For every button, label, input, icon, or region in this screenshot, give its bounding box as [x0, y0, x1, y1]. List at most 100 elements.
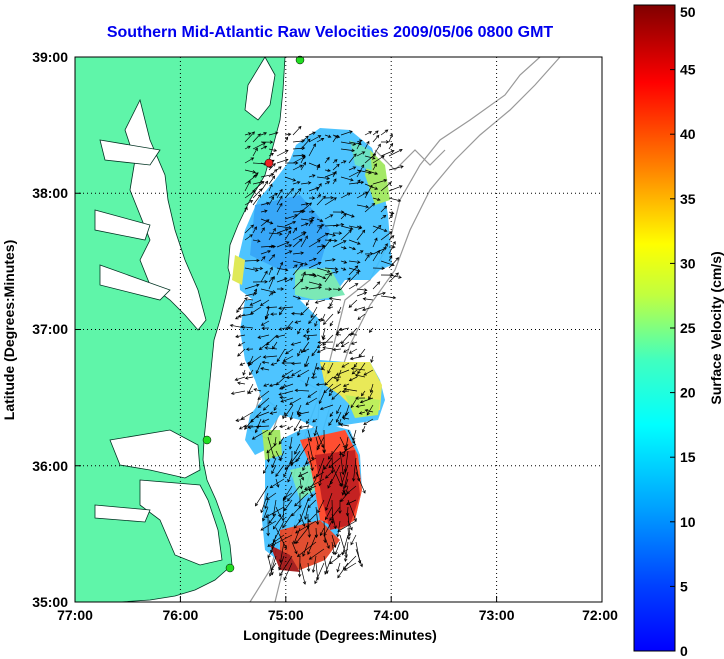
- velocity-arrow: [339, 423, 350, 427]
- velocity-arrow: [278, 390, 294, 396]
- velocity-arrow: [340, 246, 347, 250]
- y-tick-label: 37:00: [32, 321, 68, 337]
- velocity-arrow: [292, 238, 303, 248]
- velocity-arrow: [361, 425, 366, 433]
- velocity-arrow: [372, 163, 377, 171]
- velocity-arrow: [284, 132, 292, 137]
- velocity-arrow: [340, 211, 355, 218]
- velocity-arrow: [293, 520, 301, 529]
- velocity-arrow: [322, 334, 326, 341]
- velocity-arrow: [234, 376, 246, 381]
- velocity-arrow: [237, 341, 246, 347]
- velocity-arrow: [268, 513, 277, 524]
- velocity-arrow: [287, 471, 293, 483]
- velocity-arrow: [270, 562, 277, 572]
- velocity-arrow: [237, 381, 246, 385]
- velocity-arrow: [230, 390, 246, 395]
- velocity-arrow: [268, 183, 273, 192]
- colorbar: [633, 4, 676, 652]
- velocity-arrow: [268, 291, 274, 297]
- velocity-arrow: [244, 234, 253, 241]
- y-tick-label: 38:00: [32, 185, 68, 201]
- velocity-arrow: [269, 411, 278, 415]
- velocity-arrow: [316, 436, 325, 451]
- velocity-arrow: [242, 369, 246, 376]
- velocity-arrow: [332, 170, 337, 178]
- velocity-arrow: [339, 534, 348, 559]
- velocity-arrow: [363, 418, 374, 425]
- velocity-arrow: [307, 485, 314, 498]
- velocity-arrow: [316, 176, 331, 180]
- velocity-arrow: [388, 255, 393, 262]
- velocity-arrow: [351, 369, 358, 375]
- velocity-arrow: [292, 164, 304, 171]
- velocity-arrow: [299, 471, 305, 481]
- velocity-arrow: [308, 131, 316, 136]
- velocity-arrow: [267, 534, 285, 547]
- velocity-arrow: [343, 541, 349, 563]
- velocity-arrow: [356, 191, 369, 199]
- velocity-arrow: [339, 450, 345, 476]
- velocity-arrow: [260, 132, 268, 136]
- velocity-arrow: [343, 562, 357, 571]
- velocity-arrow: [348, 299, 358, 308]
- velocity-arrow: [311, 555, 317, 574]
- velocity-arrow: [308, 274, 318, 278]
- velocity-arrow: [340, 192, 351, 199]
- velocity-arrow: [332, 347, 342, 352]
- velocity-arrow: [260, 219, 270, 227]
- velocity-arrow: [372, 281, 381, 290]
- velocity-arrow: [311, 348, 318, 357]
- velocity-arrow: [335, 369, 350, 376]
- velocity-arrow: [251, 429, 269, 440]
- velocity-arrow: [359, 397, 374, 404]
- velocity-arrow: [348, 239, 361, 245]
- velocity-arrow: [341, 416, 350, 420]
- velocity-arrow: [265, 305, 278, 310]
- velocity-arrow: [350, 341, 358, 345]
- velocity-arrow: [310, 375, 318, 380]
- x-axis-label: Longitude (Degrees:Minutes): [243, 627, 437, 643]
- velocity-arrow: [332, 223, 345, 227]
- velocity-arrow: [343, 348, 350, 353]
- velocity-arrow: [263, 383, 270, 387]
- velocity-arrow: [252, 133, 262, 143]
- velocity-arrow: [314, 320, 318, 327]
- velocity-arrow: [349, 355, 366, 361]
- velocity-arrow: [276, 195, 283, 206]
- velocity-arrow: [268, 555, 277, 577]
- velocity-arrow: [268, 196, 275, 206]
- velocity-arrow: [350, 534, 357, 546]
- velocity-arrow: [289, 397, 302, 405]
- velocity-arrow: [244, 376, 254, 380]
- velocity-arrow: [292, 263, 304, 276]
- velocity-arrow: [356, 288, 368, 292]
- velocity-arrow: [276, 261, 284, 276]
- velocity-arrow: [279, 541, 285, 564]
- velocity-arrow: [372, 291, 386, 297]
- velocity-arrow: [332, 375, 342, 380]
- velocity-arrow: [352, 429, 357, 442]
- velocity-arrow: [364, 140, 370, 150]
- velocity-arrow: [252, 142, 266, 150]
- velocity-arrow: [266, 513, 270, 537]
- velocity-arrow: [364, 254, 370, 262]
- y-tick-label: 39:00: [32, 49, 68, 65]
- velocity-arrow: [335, 332, 342, 337]
- velocity-arrow: [328, 418, 334, 426]
- velocity-arrow: [235, 334, 246, 339]
- x-tick-label: 73:00: [479, 607, 515, 623]
- y-tick-label: 35:00: [32, 594, 68, 610]
- velocity-arrow: [308, 210, 315, 214]
- velocity-arrow: [292, 227, 298, 234]
- velocity-arrow: [354, 373, 366, 378]
- velocity-arrow: [291, 311, 302, 316]
- velocity-arrow: [245, 347, 254, 351]
- velocity-arrow: [310, 306, 318, 319]
- velocity-arrow: [345, 499, 357, 505]
- velocity-arrow: [358, 411, 366, 415]
- velocity-arrow: [308, 257, 317, 262]
- velocity-arrow: [324, 197, 337, 206]
- colorbar-tick-label: 15: [680, 449, 696, 465]
- colorbar-ticks: 0 5 10 15 20 25 30 35 40 45 50: [670, 4, 696, 659]
